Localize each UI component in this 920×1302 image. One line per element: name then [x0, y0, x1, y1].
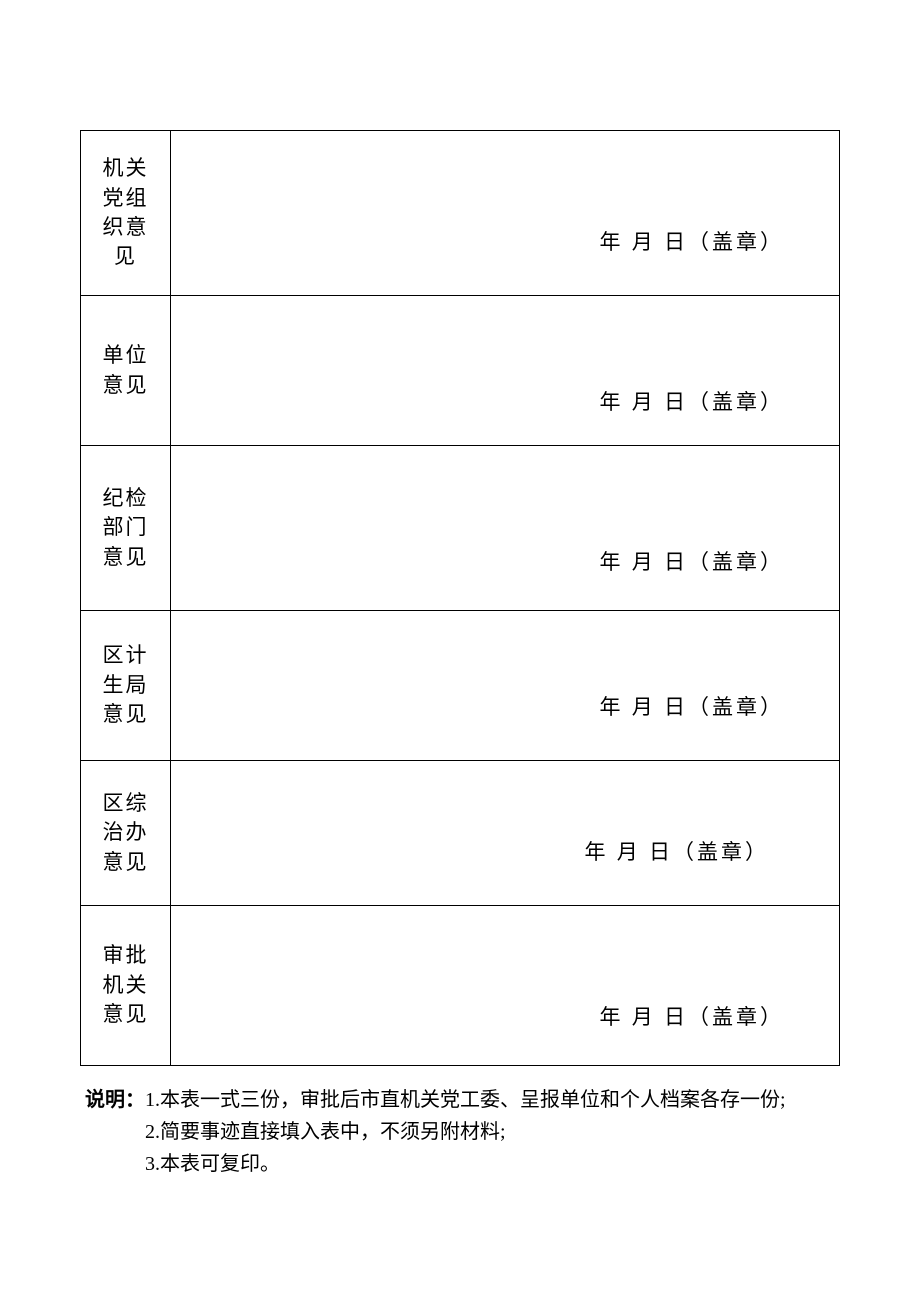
- row-label: 区综治办意见: [103, 791, 149, 874]
- date-stamp-text: 年 月 日（盖章）: [600, 1001, 785, 1031]
- table-row: 区综治办意见年 月 日（盖章）: [81, 761, 840, 906]
- row-content-cell: 年 月 日（盖章）: [171, 906, 840, 1066]
- row-label-cell: 纪检部门意见: [81, 446, 171, 611]
- notes-line-1: 说明：1.本表一式三份，审批后市直机关党工委、呈报单位和个人档案各存一份;: [85, 1084, 840, 1116]
- row-label-cell: 单位意见: [81, 296, 171, 446]
- notes-item-2: 2.简要事迹直接填入表中，不须另附材料;: [85, 1116, 840, 1148]
- approval-form-table: 机关党组织意见年 月 日（盖章）单位意见年 月 日（盖章）纪检部门意见年 月 日…: [80, 130, 840, 1066]
- row-content-cell: 年 月 日（盖章）: [171, 446, 840, 611]
- row-content-cell: 年 月 日（盖章）: [171, 131, 840, 296]
- date-stamp-text: 年 月 日（盖章）: [600, 691, 785, 721]
- row-label: 机关党组织意见: [103, 156, 149, 268]
- table-row: 机关党组织意见年 月 日（盖章）: [81, 131, 840, 296]
- table-row: 单位意见年 月 日（盖章）: [81, 296, 840, 446]
- notes-label: 说明：: [85, 1089, 145, 1111]
- table-body: 机关党组织意见年 月 日（盖章）单位意见年 月 日（盖章）纪检部门意见年 月 日…: [81, 131, 840, 1066]
- date-stamp-text: 年 月 日（盖章）: [585, 836, 770, 866]
- row-label: 审批机关意见: [103, 943, 149, 1026]
- row-label: 单位意见: [103, 343, 149, 396]
- notes-item-1: 1.本表一式三份，审批后市直机关党工委、呈报单位和个人档案各存一份;: [145, 1089, 786, 1111]
- row-label: 区计生局意见: [103, 643, 149, 726]
- table-row: 区计生局意见年 月 日（盖章）: [81, 611, 840, 761]
- row-label: 纪检部门意见: [103, 486, 149, 569]
- row-content-cell: 年 月 日（盖章）: [171, 611, 840, 761]
- date-stamp-text: 年 月 日（盖章）: [600, 546, 785, 576]
- table-row: 审批机关意见年 月 日（盖章）: [81, 906, 840, 1066]
- date-stamp-text: 年 月 日（盖章）: [600, 386, 785, 416]
- table-row: 纪检部门意见年 月 日（盖章）: [81, 446, 840, 611]
- notes-item-3: 3.本表可复印。: [85, 1148, 840, 1180]
- row-content-cell: 年 月 日（盖章）: [171, 296, 840, 446]
- row-label-cell: 机关党组织意见: [81, 131, 171, 296]
- row-label-cell: 审批机关意见: [81, 906, 171, 1066]
- row-label-cell: 区计生局意见: [81, 611, 171, 761]
- notes-section: 说明：1.本表一式三份，审批后市直机关党工委、呈报单位和个人档案各存一份; 2.…: [80, 1084, 840, 1180]
- row-content-cell: 年 月 日（盖章）: [171, 761, 840, 906]
- row-label-cell: 区综治办意见: [81, 761, 171, 906]
- date-stamp-text: 年 月 日（盖章）: [600, 226, 785, 256]
